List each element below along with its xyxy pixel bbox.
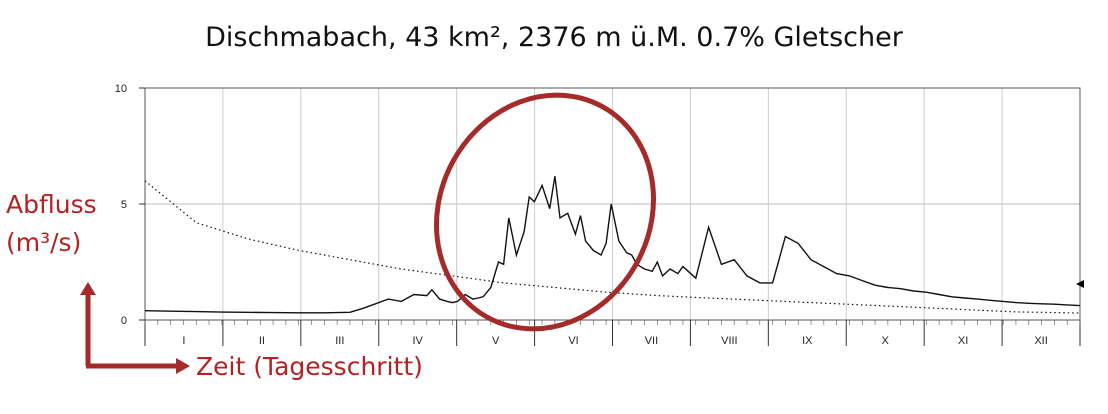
highlight-ellipse (434, 92, 656, 332)
month-label: IX (802, 335, 813, 347)
grid-lines (144, 87, 1081, 321)
month-label: VII (645, 335, 658, 347)
series-dotted-line (144, 180, 1081, 314)
up-arrow-icon (80, 282, 96, 295)
month-label: I (182, 335, 185, 347)
month-labels: I II III IV V VI VII VIII IX X XI XII (182, 335, 1047, 347)
month-label: XI (958, 335, 968, 347)
month-label: V (492, 335, 500, 347)
month-label: VIII (721, 335, 738, 347)
month-label: III (335, 335, 344, 347)
y-tick-label: 10 (115, 83, 127, 95)
series-runoff-line (144, 176, 1081, 314)
series-lines (144, 176, 1081, 314)
axes (144, 87, 1081, 346)
month-label: VI (568, 335, 578, 347)
y-tick-label: 0 (121, 315, 127, 327)
y-axis-label-line2: (m³/s) (6, 228, 82, 257)
y-tick-label: 5 (121, 199, 127, 211)
month-label: II (259, 335, 265, 347)
month-label: IV (413, 335, 424, 347)
end-marker-icon (1076, 280, 1084, 288)
x-axis-label: Zeit (Tagesschritt) (196, 352, 423, 381)
month-label: XII (1034, 335, 1047, 347)
month-label: X (882, 335, 890, 347)
right-arrow-icon (176, 358, 190, 374)
axis-arrows (80, 282, 190, 374)
y-ticks: 0 5 10 (115, 83, 145, 327)
chart-title: Dischmabach, 43 km², 2376 m ü.M. 0.7% Gl… (205, 22, 903, 53)
y-axis-label-line1: Abfluss (6, 190, 97, 219)
